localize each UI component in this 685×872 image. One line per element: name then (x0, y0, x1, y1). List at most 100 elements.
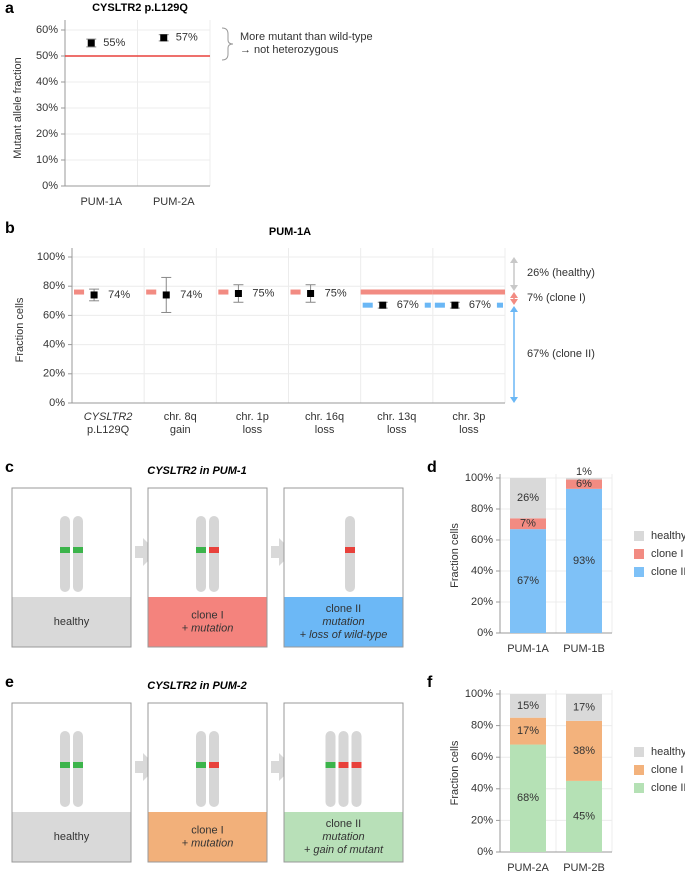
y-tick-label: 20% (471, 814, 493, 826)
value-label: 55% (103, 37, 125, 49)
cell-label: healthy (54, 616, 90, 628)
y-tick-label: 20% (36, 128, 58, 140)
allele-band (209, 762, 219, 768)
flow-arrow (271, 538, 293, 566)
annotation: → not heterozygous (240, 44, 339, 56)
cell-label: clone I (191, 824, 223, 836)
chromosome (209, 731, 219, 807)
y-tick-label: 80% (43, 280, 65, 292)
chromosome (351, 731, 362, 807)
allele-band (73, 762, 83, 768)
point (160, 34, 168, 42)
legend-swatch (634, 783, 644, 793)
arrow-head (510, 292, 518, 298)
allele-band (351, 762, 362, 768)
y-tick-label: 30% (36, 102, 58, 114)
allele-band (196, 547, 206, 553)
flow-arrow (135, 538, 157, 566)
cell-label: + mutation (182, 622, 234, 634)
cell-label: clone I (191, 609, 223, 621)
value-label: 38% (573, 745, 595, 757)
y-tick-label: 40% (471, 565, 493, 577)
y-tick-label: 50% (36, 50, 58, 62)
x-tick-label: PUM-1A (507, 643, 549, 655)
flow-arrow (271, 753, 293, 781)
bar-segment (566, 694, 602, 721)
x-tick-label: loss (387, 424, 407, 436)
point (379, 301, 387, 309)
chromosome (345, 516, 355, 592)
y-axis-label: Fraction cells (14, 297, 26, 362)
legend-label: clone I (651, 548, 683, 560)
value-label: 17% (517, 725, 539, 737)
cell-label: mutation (322, 616, 364, 628)
x-tick-label: chr. 1p (236, 411, 269, 423)
bar-segment (566, 479, 602, 489)
bar-segment (566, 478, 602, 480)
cell-label-band (148, 812, 267, 862)
brace (221, 27, 234, 61)
bar-segment (510, 478, 546, 519)
chromosome (196, 731, 206, 807)
y-tick-label: 40% (43, 339, 65, 351)
value-label: 68% (517, 792, 539, 804)
y-tick-label: 10% (36, 154, 58, 166)
x-tick-label: PUM-1B (563, 643, 605, 655)
chromosome (209, 516, 219, 592)
cell-label: mutation (322, 831, 364, 843)
panel-label: c (5, 459, 14, 476)
value-label: 93% (573, 555, 595, 567)
panel-label: d (427, 459, 437, 476)
y-tick-label: 0% (477, 846, 493, 858)
value-label: 57% (176, 32, 198, 44)
panel-label: e (5, 674, 14, 691)
panel-label: f (427, 674, 433, 691)
x-tick-label: gain (170, 424, 191, 436)
cell-label-band (148, 597, 267, 647)
cell-label: clone II (326, 603, 361, 615)
legend-swatch (634, 531, 644, 541)
point (87, 39, 95, 47)
bar-segment (566, 720, 602, 781)
chart-title: PUM-1A (269, 226, 311, 238)
value-label: 67% (517, 575, 539, 587)
cell-label-band (12, 812, 131, 862)
point (162, 291, 170, 299)
legend-label: clone I (651, 764, 683, 776)
arrow-head (510, 299, 518, 305)
value-label: 6% (576, 478, 592, 490)
legend-swatch (634, 747, 644, 757)
allele-band (338, 762, 349, 768)
diagram-title: CYSLTR2 in PUM-2 (147, 680, 246, 692)
y-tick-label: 0% (477, 627, 493, 639)
chromosome (196, 516, 206, 592)
y-tick-label: 60% (471, 534, 493, 546)
bar-segment (510, 717, 546, 745)
annotation: More mutant than wild-type (240, 31, 373, 43)
x-tick-label: p.L129Q (87, 424, 130, 436)
value-label: 67% (397, 299, 419, 311)
y-axis-label: Mutant allele fraction (12, 57, 24, 159)
x-tick-label: PUM-2A (153, 196, 195, 208)
allele-band (345, 547, 355, 553)
legend-swatch (634, 765, 644, 775)
value-label: 67% (469, 299, 491, 311)
chromosome (60, 516, 70, 592)
value-label: 15% (517, 700, 539, 712)
value-label: 75% (325, 287, 347, 299)
allele-band (60, 547, 70, 553)
y-tick-label: 20% (43, 368, 65, 380)
chromosome (325, 731, 336, 807)
x-tick-label: PUM-1A (80, 196, 122, 208)
cell-label: healthy (54, 831, 90, 843)
value-label: 45% (573, 810, 595, 822)
point (307, 290, 315, 297)
cell-label: + mutation (182, 837, 234, 849)
annotation: 67% (clone II) (527, 348, 595, 360)
y-axis-label: Fraction cells (449, 740, 461, 805)
allele-band (325, 762, 336, 768)
y-axis-label: Fraction cells (449, 523, 461, 588)
bar-segment (566, 488, 602, 633)
legend-swatch (634, 549, 644, 559)
flow-arrow (135, 753, 157, 781)
